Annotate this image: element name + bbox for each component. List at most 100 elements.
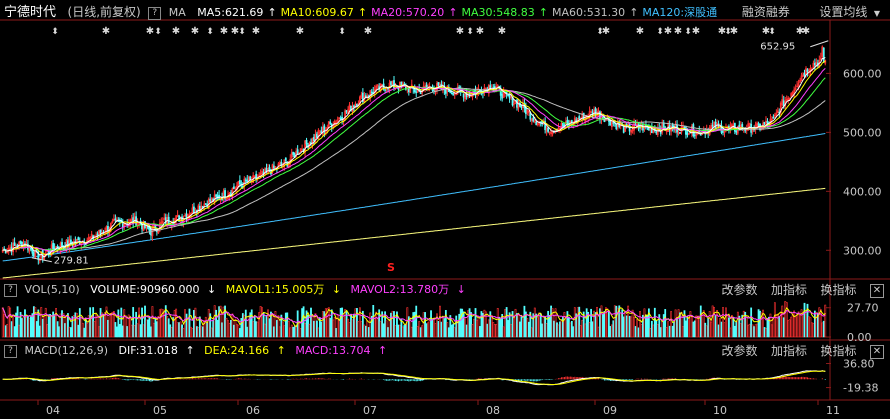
- event-marker: ✱: [231, 26, 239, 37]
- volume-bar: [163, 312, 166, 338]
- chevron-down-icon[interactable]: ▼: [873, 9, 880, 18]
- candle-body: [436, 83, 438, 91]
- event-marker: ✱: [664, 26, 672, 37]
- volume-bar: [410, 326, 413, 338]
- mavol2-line: [2, 307, 826, 324]
- volume-bar: [473, 318, 475, 338]
- help-icon[interactable]: ?: [4, 344, 17, 358]
- volume-bar: [696, 315, 699, 338]
- month-label: 10: [713, 404, 727, 417]
- volume-bar: [393, 311, 395, 338]
- volume-bar: [732, 317, 735, 338]
- volume-bar: [241, 313, 244, 338]
- volume-bar: [664, 309, 667, 338]
- volume-bar: [693, 320, 696, 338]
- volume-bar: [456, 320, 459, 338]
- arrow-down-icon: ↓: [331, 283, 342, 296]
- volume-bar: [622, 316, 625, 338]
- volume-bar: [235, 323, 238, 338]
- arrow-up-icon: ↑: [448, 6, 458, 19]
- volume-bar: [667, 321, 670, 338]
- candle-body: [433, 89, 435, 91]
- candle-body: [75, 238, 78, 242]
- volume-bar: [18, 324, 20, 338]
- volume-bar: [24, 309, 26, 338]
- volume-bar: [108, 316, 111, 338]
- macd-header: ? MACD(12,26,9) DIF:31.018 ↑ DEA:24.166 …: [0, 342, 890, 360]
- help-icon[interactable]: ?: [4, 283, 17, 297]
- volume-bar: [527, 321, 530, 338]
- volume-bar: [652, 324, 655, 338]
- change-params-button[interactable]: 改参数: [721, 283, 758, 297]
- change-params-button[interactable]: 改参数: [721, 344, 758, 358]
- volume-bar: [200, 325, 203, 338]
- volume-bar: [388, 318, 391, 338]
- volume-bar: [791, 314, 794, 338]
- volume-bar: [443, 318, 446, 338]
- close-icon[interactable]: ✕: [870, 345, 884, 359]
- stock-name[interactable]: 宁德时代: [4, 5, 57, 20]
- volume-bar: [178, 322, 181, 338]
- volume-bar: [542, 316, 545, 338]
- candle-body: [683, 126, 686, 129]
- settings-ma-button[interactable]: 设置均线: [819, 5, 868, 19]
- volume-bar: [455, 315, 458, 338]
- event-marker: ✱: [191, 26, 199, 37]
- volume-bar: [507, 320, 510, 338]
- volume-bar: [339, 307, 342, 338]
- volume-bar: [707, 317, 710, 338]
- switch-indicator-button[interactable]: 换指标: [820, 344, 857, 358]
- volume-bar: [714, 314, 717, 338]
- volume-bar: [308, 323, 311, 338]
- add-indicator-button[interactable]: 加指标: [770, 344, 807, 358]
- candle-body: [594, 108, 597, 116]
- macd-value: MACD:13.704: [295, 344, 371, 357]
- close-icon[interactable]: ✕: [870, 284, 884, 298]
- help-icon[interactable]: ?: [148, 6, 162, 20]
- candle-body: [339, 117, 342, 120]
- month-label: 06: [246, 404, 260, 417]
- volume-bar: [90, 315, 93, 338]
- volume-bar: [639, 311, 641, 338]
- volume-bar: [230, 320, 232, 338]
- volume-bar: [167, 318, 170, 338]
- volume-bar: [459, 308, 462, 338]
- candle-body: [410, 84, 413, 87]
- volume-bar: [327, 307, 330, 338]
- candle-body: [345, 110, 348, 113]
- low-price-label: 279.81: [54, 256, 89, 267]
- switch-indicator-button[interactable]: 换指标: [820, 283, 857, 297]
- volume-bar: [84, 318, 87, 338]
- candle-body: [449, 91, 452, 94]
- volume-bar: [493, 324, 496, 338]
- volume-bar: [375, 311, 378, 338]
- volume-bar: [70, 327, 72, 338]
- volume-bar: [793, 310, 796, 338]
- macd-tick-label: 36.80: [843, 358, 875, 371]
- volume-bar: [754, 324, 757, 338]
- main-header: 宁德时代 (日线,前复权) ? MA MA5:621.69 ↑ MA10:609.6…: [0, 3, 721, 21]
- candle-body: [301, 149, 304, 151]
- candle-body: [292, 151, 295, 155]
- volume-bar: [501, 313, 504, 338]
- volume-bar: [114, 322, 117, 338]
- candle-body: [547, 127, 550, 132]
- volume-bar: [10, 321, 13, 338]
- add-indicator-button[interactable]: 加指标: [770, 283, 807, 297]
- volume-bar: [259, 306, 262, 338]
- volume-bar: [805, 313, 807, 338]
- volume-bar: [124, 315, 127, 338]
- ma-legend-item: MA5:621.69: [197, 6, 264, 19]
- volume-bar: [387, 327, 389, 338]
- volume-bar: [633, 316, 635, 338]
- volume-bar: [739, 323, 742, 338]
- volume-bar: [606, 308, 609, 338]
- candle-body: [806, 69, 809, 73]
- volume-bar: [216, 319, 219, 338]
- volume-bar: [403, 325, 406, 338]
- volume-bar: [771, 324, 773, 338]
- candle-body: [639, 127, 641, 129]
- candle-body: [693, 134, 696, 137]
- margin-trading-button[interactable]: 融资融券: [741, 5, 790, 19]
